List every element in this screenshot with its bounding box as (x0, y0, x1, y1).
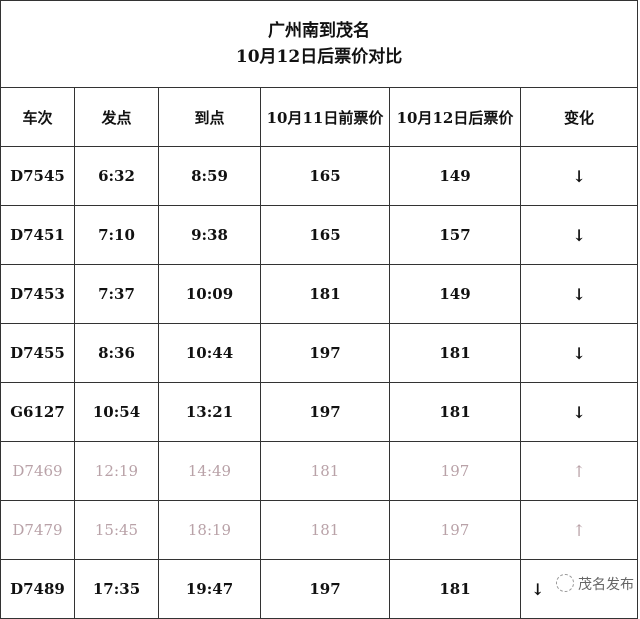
cell-new-price: 149 (389, 146, 521, 206)
cell-old-price: 181 (260, 264, 390, 324)
cell-old-price: 165 (260, 146, 390, 206)
cell-train: G6127 (0, 382, 75, 442)
cell-old-price: 165 (260, 205, 390, 265)
cell-train: D7451 (0, 205, 75, 265)
cell-depart: 6:32 (74, 146, 159, 206)
cell-old-price: 181 (260, 441, 390, 501)
cell-depart: 7:37 (74, 264, 159, 324)
header-old-price: 10月11日前票价 (260, 87, 390, 147)
arrow-down-icon: ↓ (519, 146, 639, 206)
cell-old-price: 197 (260, 382, 390, 442)
cell-arrive: 8:59 (158, 146, 261, 206)
cell-train: D7545 (0, 146, 75, 206)
cell-arrive: 14:49 (158, 441, 261, 501)
header-new-price: 10月12日后票价 (389, 87, 521, 147)
title-row: 广州南到茂名 10月12日后票价对比 (0, 0, 639, 88)
cell-depart: 12:19 (74, 441, 159, 501)
table-row: D7545 6:32 8:59 165 149 ↓ (0, 146, 639, 206)
cell-arrive: 9:38 (158, 205, 261, 265)
table-row: D7489 17:35 19:47 197 181 ↓ (0, 559, 639, 619)
header-train: 车次 (0, 87, 75, 147)
watermark-text: 茂名发布 (578, 577, 634, 593)
arrow-up-icon: ↑ (519, 441, 639, 501)
cell-depart: 7:10 (74, 205, 159, 265)
cell-arrive: 10:44 (158, 323, 261, 383)
cell-train: D7453 (0, 264, 75, 324)
table-row: G6127 10:54 13:21 197 181 ↓ (0, 382, 639, 442)
table-row: D7469 12:19 14:49 181 197 ↑ (0, 441, 639, 501)
arrow-down-icon: ↓ (519, 382, 639, 442)
arrow-down-icon: ↓ (519, 323, 639, 383)
cell-arrive: 19:47 (158, 559, 261, 619)
header-arrive: 到点 (158, 87, 261, 147)
arrow-down-icon: ↓ (519, 264, 639, 324)
cell-depart: 8:36 (74, 323, 159, 383)
cell-old-price: 197 (260, 323, 390, 383)
cell-new-price: 181 (389, 323, 521, 383)
cell-arrive: 10:09 (158, 264, 261, 324)
cell-depart: 10:54 (74, 382, 159, 442)
cell-arrive: 18:19 (158, 500, 261, 560)
cell-new-price: 181 (389, 382, 521, 442)
wechat-logo-icon (556, 574, 574, 592)
cell-new-price: 181 (389, 559, 521, 619)
table-row: D7455 8:36 10:44 197 181 ↓ (0, 323, 639, 383)
cell-train: D7469 (0, 441, 75, 501)
cell-old-price: 197 (260, 559, 390, 619)
cell-train: D7489 (0, 559, 75, 619)
cell-new-price: 157 (389, 205, 521, 265)
title-line-1: 广州南到茂名 (268, 21, 371, 41)
title-line-2: 10月12日后票价对比 (235, 47, 403, 67)
watermark: 茂名发布 (556, 574, 634, 594)
arrow-down-icon: ↓ (519, 205, 639, 265)
table-row: D7453 7:37 10:09 181 149 ↓ (0, 264, 639, 324)
table-title: 广州南到茂名 10月12日后票价对比 (0, 0, 639, 88)
header-row: 车次 发点 到点 10月11日前票价 10月12日后票价 变化 (0, 87, 639, 147)
table-row: D7451 7:10 9:38 165 157 ↓ (0, 205, 639, 265)
cell-new-price: 149 (389, 264, 521, 324)
cell-new-price: 197 (389, 500, 521, 560)
cell-depart: 17:35 (74, 559, 159, 619)
arrow-up-icon: ↑ (519, 500, 639, 560)
cell-depart: 15:45 (74, 500, 159, 560)
cell-train: D7479 (0, 500, 75, 560)
cell-arrive: 13:21 (158, 382, 261, 442)
header-depart: 发点 (74, 87, 159, 147)
header-change: 变化 (519, 87, 639, 147)
cell-train: D7455 (0, 323, 75, 383)
cell-old-price: 181 (260, 500, 390, 560)
table-row: D7479 15:45 18:19 181 197 ↑ (0, 500, 639, 560)
cell-new-price: 197 (389, 441, 521, 501)
